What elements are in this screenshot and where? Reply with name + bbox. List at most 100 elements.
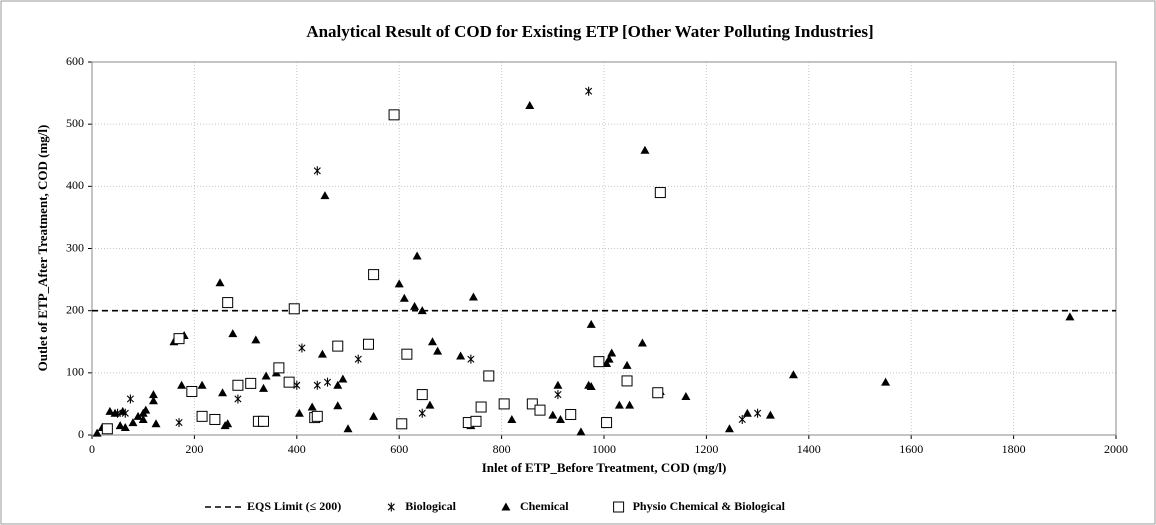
marker-triangle — [553, 380, 563, 389]
marker-triangle — [92, 428, 102, 437]
marker-triangle — [177, 380, 187, 389]
marker-triangle — [307, 402, 317, 411]
marker-square — [283, 376, 295, 388]
marker-square — [475, 401, 487, 413]
marker-triangle — [120, 423, 130, 432]
marker-triangle — [742, 408, 752, 417]
x-tick-label: 600 — [390, 442, 408, 456]
marker-triangle — [223, 419, 233, 428]
marker-triangle — [765, 410, 775, 419]
marker-asterisk — [354, 354, 362, 364]
marker-square — [534, 404, 546, 416]
marker-square — [332, 340, 344, 352]
marker-square — [593, 356, 605, 368]
marker-triangle — [294, 408, 304, 417]
marker-square — [654, 187, 666, 199]
marker-square — [101, 423, 113, 435]
marker-asterisk — [298, 343, 306, 353]
marker-square — [483, 370, 495, 382]
marker-square — [416, 389, 428, 401]
marker-triangle — [555, 414, 565, 423]
marker-triangle — [410, 301, 420, 310]
marker-asterisk — [126, 394, 134, 404]
marker-triangle — [218, 388, 228, 397]
marker-square — [196, 410, 208, 422]
marker-asterisk — [293, 380, 301, 390]
marker-triangle — [456, 351, 466, 360]
marker-square — [396, 418, 408, 430]
marker-asterisk — [585, 86, 593, 96]
marker-triangle — [148, 390, 158, 399]
y-tick-label: 200 — [66, 302, 84, 316]
legend-label: Chemical — [520, 499, 569, 513]
marker-triangle — [115, 421, 125, 430]
marker-asterisk — [313, 166, 321, 176]
marker-square — [526, 398, 538, 410]
marker-triangle — [138, 414, 148, 423]
marker-square — [613, 501, 625, 513]
marker-triangle — [110, 408, 120, 417]
marker-asterisk — [467, 354, 475, 364]
marker-triangle — [468, 292, 478, 301]
marker-square — [245, 377, 257, 389]
x-tick-label: 1600 — [899, 442, 923, 456]
plot-area — [91, 61, 1117, 436]
marker-square — [311, 410, 323, 422]
x-tick-label: 400 — [288, 442, 306, 456]
marker-triangle — [788, 370, 798, 379]
y-tick-label: 100 — [66, 365, 84, 379]
marker-asterisk — [418, 408, 426, 418]
marker-triangle — [614, 400, 624, 409]
x-tick-label: 1200 — [694, 442, 718, 456]
x-tick-label: 800 — [493, 442, 511, 456]
marker-triangle — [215, 278, 225, 287]
marker-asterisk — [754, 408, 762, 418]
marker-square — [388, 109, 400, 121]
marker-triangle — [417, 306, 427, 315]
marker-triangle — [576, 427, 586, 436]
marker-triangle — [1065, 312, 1075, 321]
marker-asterisk — [313, 380, 321, 390]
x-tick-label: 200 — [185, 442, 203, 456]
marker-triangle — [251, 335, 261, 344]
marker-triangle — [586, 319, 596, 328]
x-tick-label: 1000 — [592, 442, 616, 456]
marker-square — [222, 297, 234, 309]
marker-triangle — [427, 337, 437, 346]
marker-square — [273, 362, 285, 374]
marker-triangle — [333, 401, 343, 410]
y-tick-label: 500 — [66, 116, 84, 130]
marker-triangle — [412, 251, 422, 260]
marker-triangle — [320, 191, 330, 200]
marker-triangle — [607, 348, 617, 357]
marker-triangle — [681, 391, 691, 400]
x-tick-label: 1400 — [797, 442, 821, 456]
marker-square — [232, 379, 244, 391]
marker-asterisk — [387, 502, 395, 512]
marker-square — [621, 375, 633, 387]
marker-triangle — [333, 380, 343, 389]
marker-triangle — [507, 414, 517, 423]
marker-triangle — [501, 502, 511, 511]
marker-triangle — [369, 411, 379, 420]
x-axis-label: Inlet of ETP_Before Treatment, COD (mg/l… — [482, 460, 727, 475]
marker-square — [173, 333, 185, 345]
x-tick-label: 0 — [89, 442, 95, 456]
legend-label: EQS Limit (≤ 200) — [247, 499, 341, 513]
marker-triangle — [133, 411, 143, 420]
marker-square — [470, 415, 482, 427]
y-tick-label: 0 — [78, 427, 84, 441]
marker-triangle — [141, 405, 151, 414]
marker-triangle — [148, 396, 158, 405]
marker-square — [362, 338, 374, 350]
y-tick-label: 300 — [66, 240, 84, 254]
marker-square — [601, 417, 613, 429]
marker-triangle — [228, 329, 238, 338]
marker-triangle — [604, 354, 614, 363]
legend-label: Physio Chemical & Biological — [633, 499, 786, 513]
marker-triangle — [625, 400, 635, 409]
marker-triangle — [394, 279, 404, 288]
marker-asterisk — [323, 377, 332, 387]
